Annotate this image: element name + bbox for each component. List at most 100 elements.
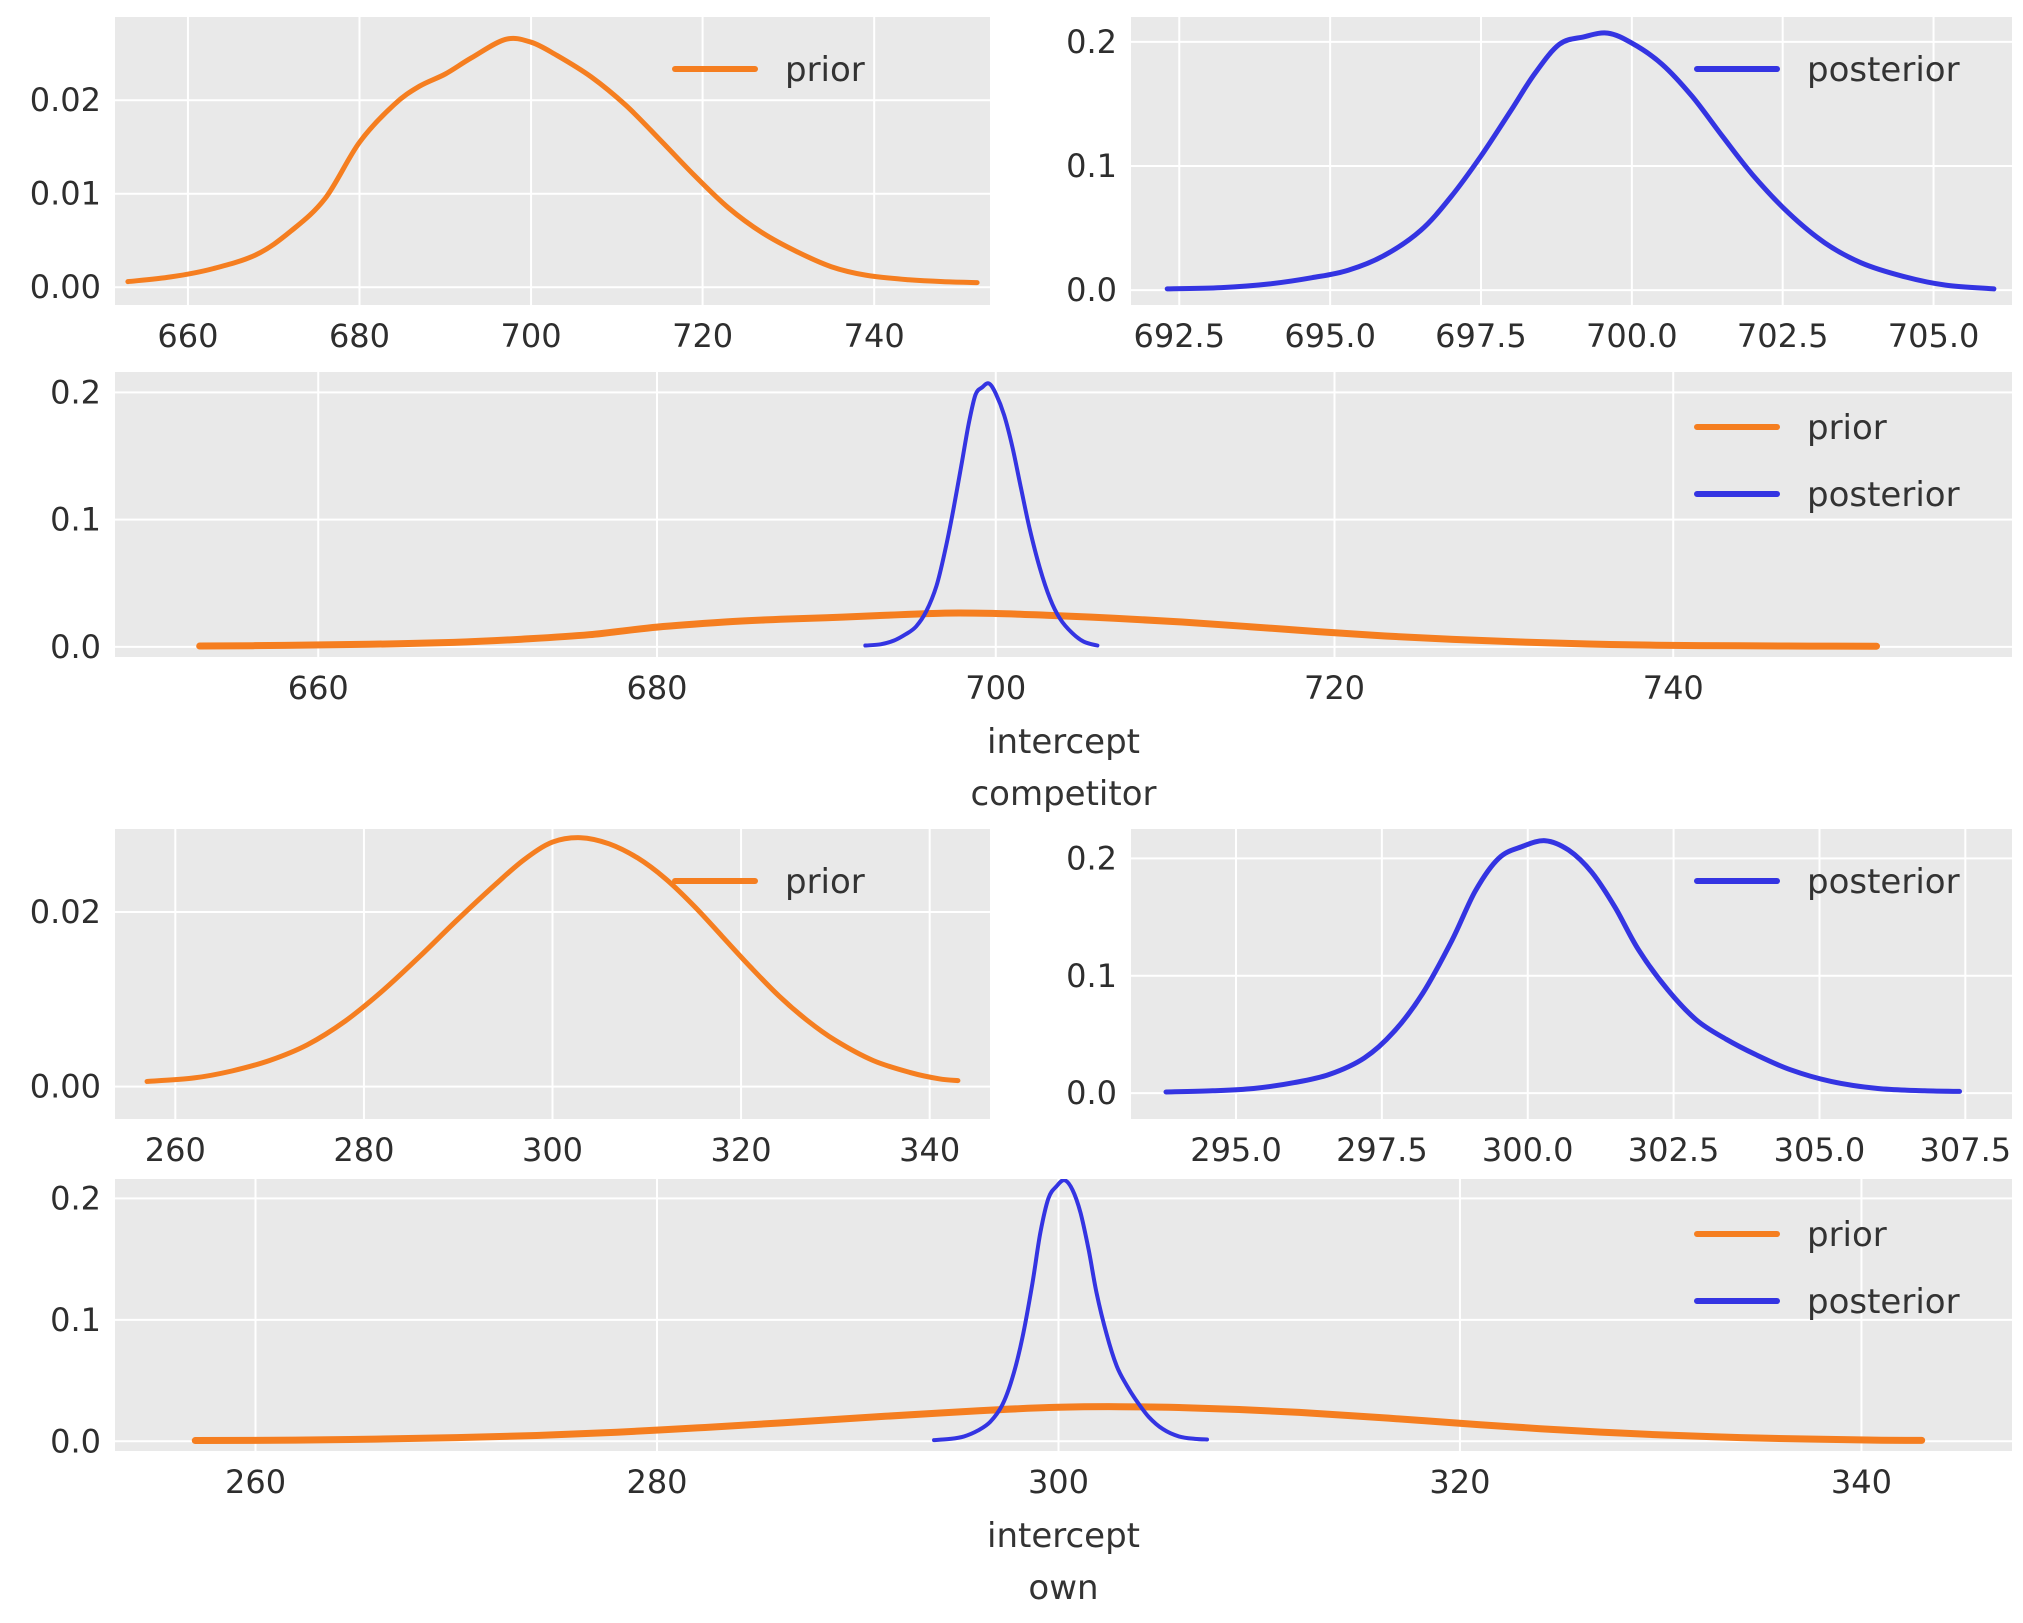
y-tick-label: 0.1: [1066, 957, 1117, 995]
y-tick-label: 0.2: [1066, 839, 1117, 877]
subplot-competitor-combined: 660 680 700 720 740 0.0 0.1 0.2 prior posterior in…: [0, 362, 2023, 817]
legend: prior: [672, 862, 865, 902]
grid-lines: [1131, 17, 2012, 305]
x-tick-label: 720: [672, 317, 733, 355]
x-tick-label: 280: [626, 1463, 687, 1501]
subplot-own-posterior: 295.0 297.5 300.0 302.5 305.0 307.5 0.0 0.1 0.2 p…: [1008, 817, 2023, 1169]
plot-canvas-competitor-combined: 660 680 700 720 740 0.0 0.1 0.2 prior posterior in…: [50, 372, 2012, 814]
x-tick-label: 260: [225, 1463, 286, 1501]
row-competitor-marginals: 660 680 700 720 740 0.00 0.01 0.02 prior 692.5 69…: [0, 0, 2023, 362]
x-tick-label: 692.5: [1133, 317, 1225, 355]
plot-canvas-own-combined: 260 280 300 320 340 0.0 0.1 0.2 prior posterior in…: [50, 1179, 2012, 1608]
plot-canvas-competitor-posterior: 692.5 695.0 697.5 700.0 702.5 705.0 0.0 0.1 0.2 p…: [1066, 17, 2012, 355]
grid-lines: [1131, 829, 2012, 1119]
x-tick-label: 697.5: [1435, 317, 1527, 355]
posterior-curve: [932, 1179, 1209, 1443]
y-tick-label: 0.01: [30, 175, 101, 213]
x-tick-label: 700.0: [1586, 317, 1678, 355]
x-tick-label: 700: [965, 669, 1026, 707]
legend: prior: [672, 50, 865, 90]
curves: [1163, 838, 1962, 1095]
legend: prior posterior: [1694, 1215, 1960, 1322]
row-own-marginals: 260 280 300 320 340 0.00 0.02 prior 295.0 297.5 3…: [0, 817, 2023, 1169]
y-tick-label: 0.02: [30, 893, 101, 931]
tick-labels: 660 680 700 720 740 0.0 0.1 0.2: [50, 373, 1704, 707]
curves: [1164, 30, 1997, 292]
prior-curve: [191, 1403, 1926, 1445]
x-tick-label: 280: [333, 1131, 394, 1169]
x-tick-label: 300: [522, 1131, 583, 1169]
y-tick-label: 0.00: [30, 1068, 101, 1106]
y-tick-label: 0.2: [50, 1179, 101, 1217]
plot-canvas-own-prior: 260 280 300 320 340 0.00 0.02 prior: [30, 829, 990, 1169]
legend-label-posterior: posterior: [1807, 475, 1960, 515]
y-tick-label: 0.0: [50, 628, 101, 666]
y-tick-label: 0.1: [1066, 147, 1117, 185]
x-tick-label: 720: [1304, 669, 1365, 707]
legend-label-prior: prior: [785, 862, 865, 902]
posterior-curve: [1164, 30, 1997, 292]
x-tick-label: 700: [501, 317, 562, 355]
prior-curve: [144, 835, 961, 1084]
x-tick-label: 320: [711, 1131, 772, 1169]
x-tick-label: 660: [288, 669, 349, 707]
legend: posterior: [1694, 50, 1960, 90]
legend-label-prior: prior: [785, 50, 865, 90]
curves: [191, 1179, 1926, 1445]
x-tick-label: 297.5: [1336, 1131, 1428, 1169]
tick-labels: 660 680 700 720 740 0.00 0.01 0.02: [30, 81, 905, 355]
x-tick-label: 300: [1028, 1463, 1089, 1501]
subplot-own-prior: 260 280 300 320 340 0.00 0.02 prior: [0, 817, 1008, 1169]
x-tick-label: 695.0: [1284, 317, 1376, 355]
x-axis-label-line-1: intercept: [987, 722, 1140, 762]
legend-label-prior: prior: [1807, 408, 1887, 448]
x-tick-label: 307.5: [1920, 1131, 2012, 1169]
curves: [196, 381, 1880, 650]
x-tick-label: 320: [1429, 1463, 1490, 1501]
legend-label-prior: prior: [1807, 1215, 1887, 1255]
posterior-curve: [1163, 838, 1962, 1095]
legend-label-posterior: posterior: [1807, 1282, 1960, 1322]
axes-background: [115, 17, 990, 305]
row-competitor-combined: 660 680 700 720 740 0.0 0.1 0.2 prior posterior in…: [0, 362, 2023, 817]
x-tick-label: 740: [1643, 669, 1704, 707]
subplot-own-combined: 260 280 300 320 340 0.0 0.1 0.2 prior posterior in…: [0, 1169, 2023, 1623]
tick-labels: 295.0 297.5 300.0 302.5 305.0 307.5 0.0 0.1 0.2: [1066, 839, 2011, 1169]
axes-background: [115, 372, 2012, 657]
y-tick-label: 0.0: [1066, 1074, 1117, 1112]
tick-labels: 260 280 300 320 340 0.0 0.1 0.2: [50, 1179, 1892, 1501]
x-tick-label: 680: [626, 669, 687, 707]
legend-label-posterior: posterior: [1807, 50, 1960, 90]
y-tick-label: 0.00: [30, 268, 101, 306]
y-tick-label: 0.1: [50, 501, 101, 539]
grid-lines: [115, 17, 990, 305]
legend-label-posterior: posterior: [1807, 862, 1960, 902]
grid-lines: [115, 829, 990, 1119]
x-tick-label: 300.0: [1482, 1131, 1574, 1169]
prior-curve: [125, 35, 980, 286]
y-tick-label: 0.2: [50, 373, 101, 411]
y-tick-label: 0.0: [50, 1422, 101, 1460]
plot-canvas-competitor-prior: 660 680 700 720 740 0.00 0.01 0.02 prior: [30, 17, 990, 355]
subplot-competitor-prior: 660 680 700 720 740 0.00 0.01 0.02 prior: [0, 0, 1008, 362]
curves: [125, 35, 980, 286]
x-axis-label-line-2: competitor: [970, 774, 1156, 814]
subplot-competitor-posterior: 692.5 695.0 697.5 700.0 702.5 705.0 0.0 0.1 0.2 p…: [1008, 0, 2023, 362]
x-axis-label-line-1: intercept: [987, 1516, 1140, 1556]
x-tick-label: 302.5: [1628, 1131, 1720, 1169]
tick-labels: 692.5 695.0 697.5 700.0 702.5 705.0 0.0 0.1 0.2: [1066, 23, 1979, 355]
x-axis-label-line-2: own: [1028, 1568, 1098, 1608]
posterior-curve: [863, 381, 1100, 648]
tick-labels: 260 280 300 320 340 0.00 0.02: [30, 893, 960, 1169]
x-tick-label: 660: [157, 317, 218, 355]
y-tick-label: 0.02: [30, 81, 101, 119]
legend: prior posterior: [1694, 408, 1960, 515]
x-tick-label: 740: [844, 317, 905, 355]
x-tick-label: 295.0: [1190, 1131, 1282, 1169]
y-tick-label: 0.1: [50, 1301, 101, 1339]
x-tick-label: 305.0: [1774, 1131, 1866, 1169]
x-tick-label: 702.5: [1737, 317, 1829, 355]
x-tick-label: 340: [899, 1131, 960, 1169]
x-tick-label: 705.0: [1888, 317, 1980, 355]
